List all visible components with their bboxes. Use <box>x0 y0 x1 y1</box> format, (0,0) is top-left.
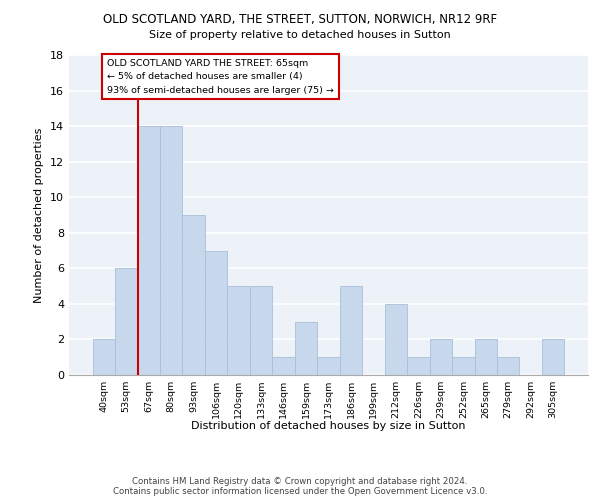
Bar <box>115 268 137 375</box>
Bar <box>250 286 272 375</box>
Bar <box>497 357 520 375</box>
Bar <box>475 340 497 375</box>
Text: OLD SCOTLAND YARD, THE STREET, SUTTON, NORWICH, NR12 9RF: OLD SCOTLAND YARD, THE STREET, SUTTON, N… <box>103 12 497 26</box>
Bar <box>317 357 340 375</box>
Text: OLD SCOTLAND YARD THE STREET: 65sqm
← 5% of detached houses are smaller (4)
93% : OLD SCOTLAND YARD THE STREET: 65sqm ← 5%… <box>107 58 334 94</box>
Bar <box>182 215 205 375</box>
Text: Size of property relative to detached houses in Sutton: Size of property relative to detached ho… <box>149 30 451 40</box>
X-axis label: Distribution of detached houses by size in Sutton: Distribution of detached houses by size … <box>191 421 466 431</box>
Bar <box>407 357 430 375</box>
Bar <box>272 357 295 375</box>
Bar <box>137 126 160 375</box>
Bar <box>92 340 115 375</box>
Bar <box>227 286 250 375</box>
Y-axis label: Number of detached properties: Number of detached properties <box>34 128 44 302</box>
Bar <box>542 340 565 375</box>
Bar <box>340 286 362 375</box>
Bar <box>385 304 407 375</box>
Bar <box>430 340 452 375</box>
Bar <box>295 322 317 375</box>
Bar <box>452 357 475 375</box>
Bar <box>205 250 227 375</box>
Bar <box>160 126 182 375</box>
Text: Contains HM Land Registry data © Crown copyright and database right 2024.
Contai: Contains HM Land Registry data © Crown c… <box>113 476 487 496</box>
